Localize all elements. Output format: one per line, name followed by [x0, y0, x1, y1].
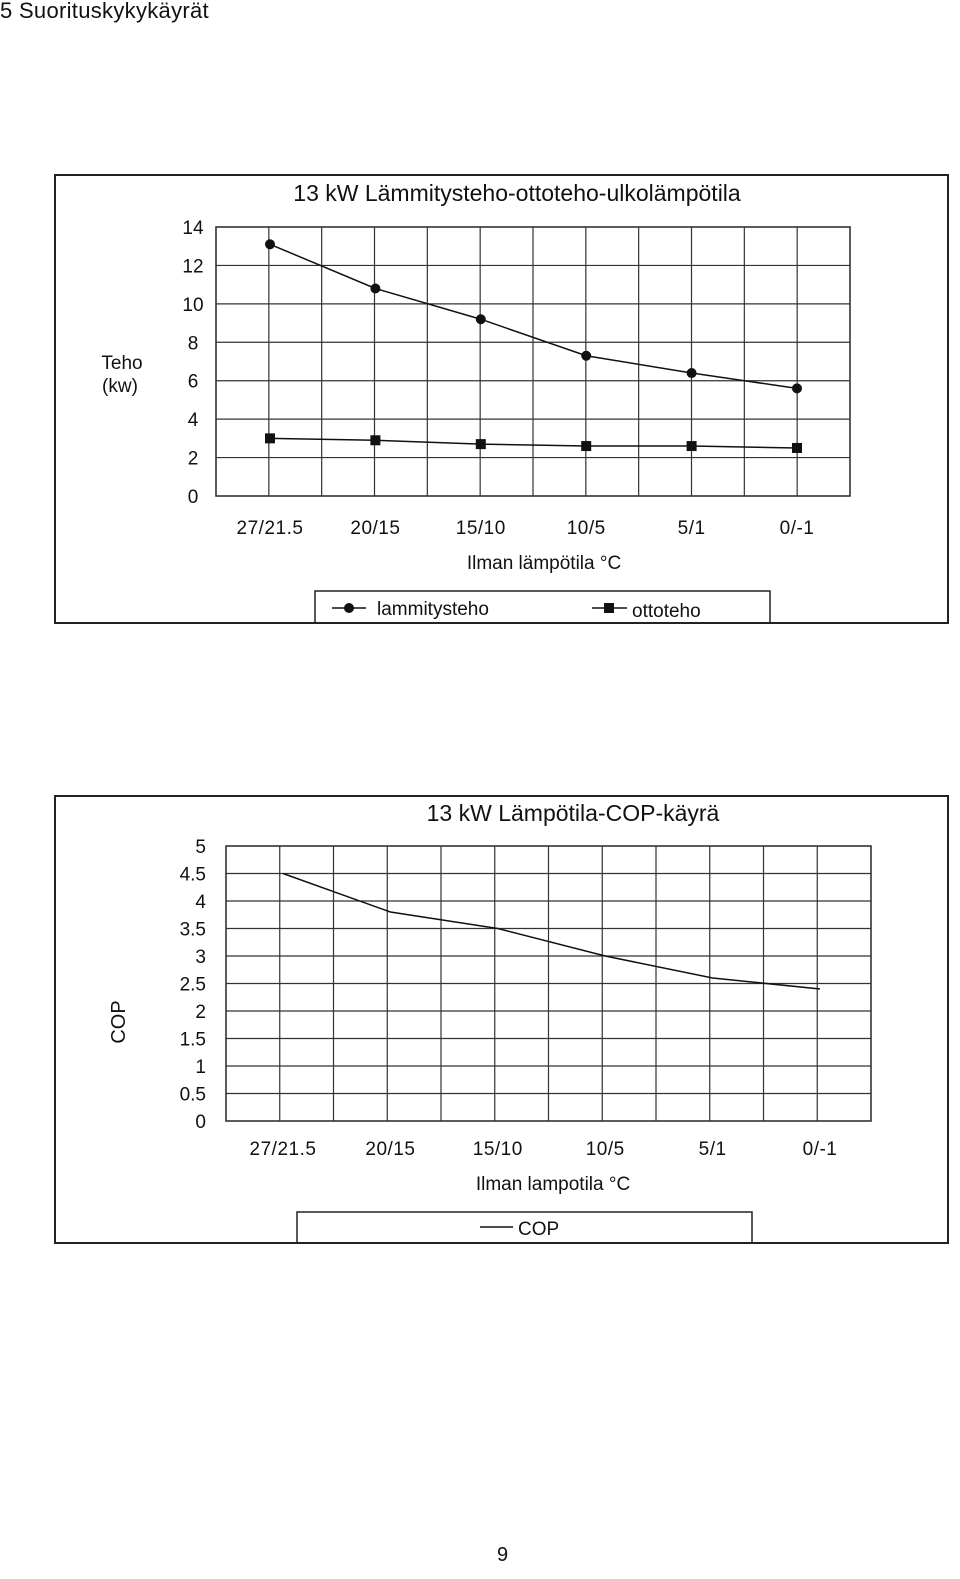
page-heading: 5 Suorituskykykäyrät	[0, 0, 209, 23]
legend-marker-circle-icon	[344, 603, 354, 613]
x-tick-label: 27/21.5	[250, 1139, 317, 1160]
power-y-ticks: 0 2 4 6 8 10 12 14	[182, 218, 204, 508]
data-point-ottoteho	[581, 441, 592, 452]
cop-x-ticks: 27/21.5 20/15 15/10 10/5 5/1 0/-1	[250, 1139, 838, 1160]
y-tick-label: 2.5	[180, 975, 206, 996]
x-tick-label: 5/1	[678, 518, 706, 539]
legend-label-ottoteho: ottoteho	[632, 601, 701, 622]
power-legend-box	[314, 590, 771, 624]
series-line-lammitysteho	[269, 243, 798, 390]
data-point-ottoteho	[265, 433, 275, 444]
data-point-lammitysteho	[370, 283, 381, 294]
power-legend: lammitysteho ottoteho	[314, 590, 771, 624]
data-point-lammitysteho	[581, 350, 592, 361]
y-tick-label: 5	[195, 837, 206, 858]
x-tick-label: 15/10	[456, 518, 506, 539]
data-point-ottoteho	[792, 442, 802, 453]
y-tick-label: 2	[195, 1002, 206, 1023]
power-chart-title: 13 kW Lämmitysteho-ottoteho-ulkolämpötil…	[293, 180, 741, 206]
cop-y-ticks: 0 0.5 1 1.5 2 2.5 3 3.5 4 4.5 5	[180, 837, 207, 1133]
power-series	[265, 239, 802, 453]
y-tick-label: 1	[195, 1057, 206, 1078]
power-x-ticks: 27/21.5 20/15 15/10 10/5 5/1 0/-1	[237, 518, 815, 539]
x-tick-label: 20/15	[365, 1139, 415, 1160]
x-tick-label: 15/10	[473, 1139, 523, 1160]
y-tick-label: 0.5	[180, 1085, 206, 1106]
y-tick-label: 0	[195, 1112, 206, 1133]
cop-legend: COP	[296, 1211, 753, 1244]
y-tick-label: 0	[188, 487, 199, 508]
power-y-axis-label: Teho	[101, 353, 142, 374]
cop-x-axis-label: Ilman lampotila °C	[476, 1174, 630, 1195]
cop-series	[282, 872, 821, 990]
cop-y-axis-label: COP	[108, 1000, 130, 1043]
y-tick-label: 3	[195, 947, 206, 968]
cop-chart: 13 kW Lämpötila-COP-käyrä COP 0 0.5 1 1.5 2 2…	[54, 795, 949, 1244]
y-tick-label: 4	[188, 410, 199, 431]
data-point-lammitysteho	[792, 383, 802, 394]
data-point-lammitysteho	[686, 368, 697, 379]
x-tick-label: 27/21.5	[237, 518, 304, 539]
cop-legend-box	[296, 1211, 753, 1244]
cop-chart-title: 13 kW Lämpötila-COP-käyrä	[427, 800, 720, 826]
y-tick-label: 10	[182, 295, 203, 316]
power-x-axis-label: Ilman lämpötila °C	[467, 553, 621, 574]
legend-label-cop: COP	[518, 1219, 559, 1240]
series-line-ottoteho	[269, 437, 798, 449]
data-point-lammitysteho	[475, 314, 486, 325]
series-line-COP	[282, 872, 821, 990]
y-tick-label: 1.5	[180, 1030, 206, 1051]
x-tick-label: 10/5	[567, 518, 606, 539]
y-tick-label: 6	[188, 372, 199, 393]
x-tick-label: 0/-1	[803, 1139, 838, 1160]
x-tick-label: 5/1	[699, 1139, 727, 1160]
power-y-axis-unit: (kw)	[102, 376, 138, 397]
x-tick-label: 20/15	[350, 518, 400, 539]
y-tick-label: 4.5	[180, 865, 206, 886]
data-point-lammitysteho	[265, 239, 275, 250]
y-tick-label: 2	[188, 449, 199, 470]
y-tick-label: 4	[195, 892, 206, 913]
legend-marker-square-icon	[604, 603, 614, 613]
y-tick-label: 3.5	[180, 920, 206, 941]
page-number: 9	[497, 1544, 509, 1566]
data-point-ottoteho	[686, 441, 697, 452]
y-tick-label: 12	[182, 256, 203, 277]
legend-label-lammitysteho: lammitysteho	[377, 599, 489, 620]
data-point-ottoteho	[370, 435, 381, 446]
x-tick-label: 10/5	[586, 1139, 625, 1160]
power-chart: 13 kW Lämmitysteho-ottoteho-ulkolämpötil…	[54, 174, 949, 624]
power-chart-grid	[215, 226, 851, 497]
cop-chart-grid	[225, 845, 872, 1122]
x-tick-label: 0/-1	[780, 518, 815, 539]
data-point-ottoteho	[475, 439, 486, 450]
y-tick-label: 14	[182, 218, 204, 239]
y-tick-label: 8	[188, 333, 199, 354]
